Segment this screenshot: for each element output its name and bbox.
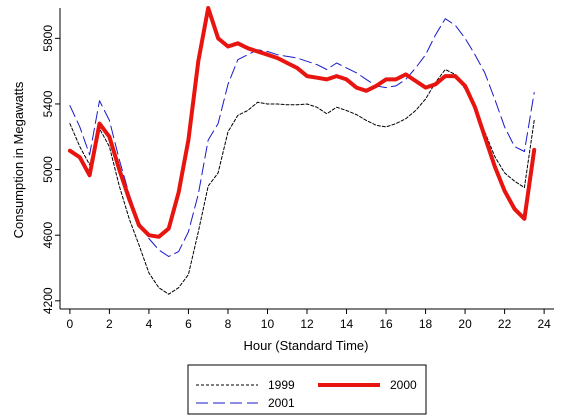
x-tick-label: 14 [340, 317, 354, 331]
x-tick-label: 6 [185, 317, 192, 331]
y-tick-label: 4600 [41, 222, 55, 249]
x-tick-label: 22 [498, 317, 512, 331]
legend-label-2000: 2000 [390, 378, 417, 392]
series-line-2000 [67, 6, 537, 239]
plot-lines [67, 6, 537, 295]
legend: 1999 2000 2001 [187, 364, 427, 415]
y-tick-label: 5800 [41, 25, 55, 52]
x-axis-title: Hour (Standard Time) [244, 338, 369, 353]
x-tick-label: 18 [419, 317, 433, 331]
x-tick-label: 20 [458, 317, 472, 331]
y-tick-label: 4200 [41, 287, 55, 314]
legend-label-1999: 1999 [268, 378, 295, 392]
x-tick-label: 0 [67, 317, 74, 331]
series-line-2001 [69, 18, 535, 257]
x-tick-label: 12 [300, 317, 314, 331]
legend-box [187, 364, 427, 415]
axes: 0 2 4 6 8 10 12 14 16 18 20 22 244200460050005400580… [41, 8, 554, 331]
legend-label-2001: 2001 [268, 396, 295, 410]
x-tick-label: 24 [537, 317, 551, 331]
x-tick-label: 2 [106, 317, 113, 331]
x-tick-label: 8 [225, 317, 232, 331]
y-tick-label: 5400 [41, 90, 55, 117]
x-tick-label: 10 [261, 317, 275, 331]
x-tick-label: 4 [146, 317, 153, 331]
y-tick-label: 5000 [41, 156, 55, 183]
x-tick-label: 16 [379, 317, 393, 331]
y-axis-title: Consumption in Megawatts [11, 81, 26, 238]
